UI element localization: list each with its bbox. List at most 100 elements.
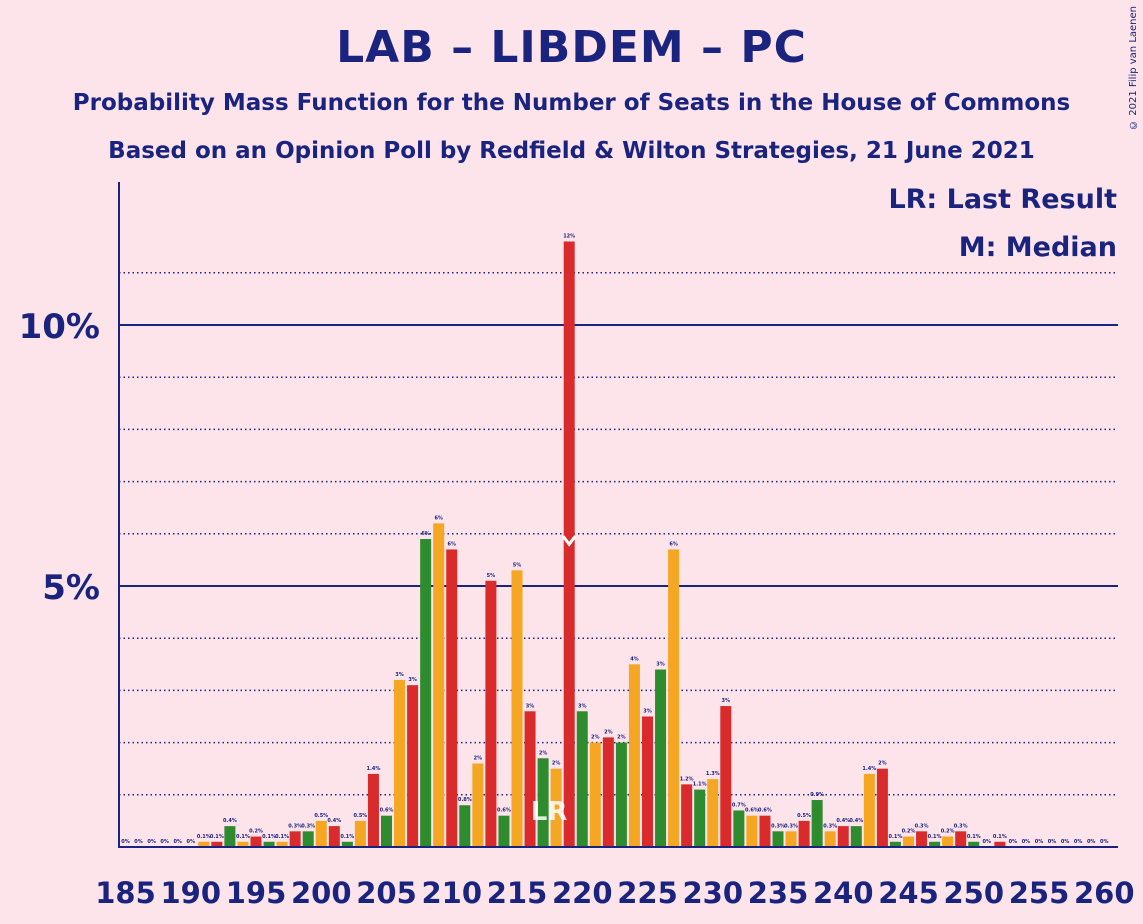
bar-label-211: 0.8% xyxy=(458,797,472,803)
bar-237 xyxy=(798,820,810,847)
bar-label-189: 0% xyxy=(173,839,182,845)
bar-238 xyxy=(811,800,823,847)
bar-228 xyxy=(681,784,693,847)
bar-label-246: 0.3% xyxy=(915,823,929,829)
chart-subtitle: Probability Mass Function for the Number… xyxy=(72,90,1071,116)
bar-242 xyxy=(863,773,875,847)
bar-236 xyxy=(785,831,797,847)
bar-label-260: 0% xyxy=(1100,839,1109,845)
bar-230 xyxy=(707,779,719,847)
bar-249 xyxy=(955,831,967,847)
bar-label-247: 0.1% xyxy=(928,834,942,840)
bar-235 xyxy=(772,831,784,847)
bar-209 xyxy=(433,523,445,847)
bar-label-251: 0% xyxy=(983,839,992,845)
x-tick-label: 205 xyxy=(356,876,417,910)
bar-239 xyxy=(824,831,836,847)
bar-label-254: 0% xyxy=(1022,839,1031,845)
bar-label-213: 5% xyxy=(487,573,496,579)
bar-label-201: 0.4% xyxy=(327,818,341,824)
bar-label-256: 0% xyxy=(1048,839,1057,845)
bar-label-193: 0.4% xyxy=(223,818,237,824)
bar-label-197: 0.1% xyxy=(275,834,289,840)
bar-214 xyxy=(498,815,510,847)
bar-193 xyxy=(224,826,236,847)
bar-label-239: 0.3% xyxy=(823,823,837,829)
bar-label-229: 1.1% xyxy=(693,782,707,788)
bar-label-231: 3% xyxy=(722,698,731,704)
bar-211 xyxy=(459,805,471,847)
bar-label-250: 0.1% xyxy=(967,834,981,840)
bar-label-190: 0% xyxy=(187,839,196,845)
bar-245 xyxy=(903,836,914,847)
bar-label-228: 1.2% xyxy=(680,776,694,782)
bar-192 xyxy=(211,841,223,847)
bar-label-245: 0.2% xyxy=(902,829,916,835)
bar-213 xyxy=(485,580,497,847)
bar-label-259: 0% xyxy=(1087,839,1096,845)
bar-246 xyxy=(916,831,928,847)
bar-200 xyxy=(315,820,327,847)
x-tick-label: 195 xyxy=(226,876,287,910)
legend-median: M: Median xyxy=(958,232,1117,263)
bar-label-222: 2% xyxy=(604,729,613,735)
bar-208 xyxy=(420,539,432,847)
bar-label-223: 2% xyxy=(617,735,626,741)
bar-label-253: 0% xyxy=(1009,839,1018,845)
bar-label-226: 3% xyxy=(656,662,665,668)
x-tick-label: 210 xyxy=(421,876,482,910)
bar-label-244: 0.1% xyxy=(889,834,903,840)
bar-234 xyxy=(759,815,771,847)
bar-label-206: 3% xyxy=(395,672,404,678)
bar-197 xyxy=(276,841,288,847)
bar-label-216: 3% xyxy=(526,703,535,709)
bar-label-220: 3% xyxy=(578,703,587,709)
x-tick-label: 200 xyxy=(291,876,352,910)
bar-216 xyxy=(524,711,536,847)
bar-204 xyxy=(367,773,379,847)
y-tick-label: 10% xyxy=(19,307,100,347)
bar-label-194: 0.1% xyxy=(236,834,250,840)
bar-221 xyxy=(589,742,601,847)
bar-label-214: 0.6% xyxy=(497,808,511,814)
bar-241 xyxy=(850,826,862,847)
x-tick-label: 190 xyxy=(160,876,221,910)
bar-229 xyxy=(694,789,706,847)
bar-label-200: 0.5% xyxy=(314,813,328,819)
bar-195 xyxy=(250,836,262,847)
bar-label-218: 2% xyxy=(552,761,561,767)
bar-label-203: 0.5% xyxy=(353,813,367,819)
bar-198 xyxy=(289,831,301,847)
legend-last-result: LR: Last Result xyxy=(888,184,1117,215)
bar-240 xyxy=(837,826,849,847)
median-marker xyxy=(562,535,577,547)
bar-label-199: 0.3% xyxy=(301,823,315,829)
bar-label-243: 2% xyxy=(878,761,887,767)
bar-label-227: 6% xyxy=(669,541,678,547)
bar-250 xyxy=(968,841,980,847)
bar-210 xyxy=(446,549,458,847)
bar-247 xyxy=(929,841,941,847)
bar-label-188: 0% xyxy=(160,839,169,845)
bar-231 xyxy=(720,706,732,847)
bar-label-192: 0.1% xyxy=(210,834,224,840)
bar-label-248: 0.2% xyxy=(941,829,955,835)
bar-227 xyxy=(668,549,680,847)
x-tick-label: 225 xyxy=(617,876,678,910)
bar-label-255: 0% xyxy=(1035,839,1044,845)
x-tick-label: 260 xyxy=(1074,876,1135,910)
bar-207 xyxy=(407,685,419,847)
bar-label-202: 0.1% xyxy=(340,834,354,840)
bar-label-217: 2% xyxy=(539,750,548,756)
bar-223 xyxy=(615,742,627,847)
bar-199 xyxy=(302,831,314,847)
copyright: © 2021 Filip van Laenen xyxy=(1128,6,1139,130)
x-tick-label: 245 xyxy=(878,876,939,910)
bar-218 xyxy=(550,768,562,847)
bar-label-208: 6% xyxy=(421,531,430,537)
bar-label-236: 0.3% xyxy=(784,823,798,829)
bar-203 xyxy=(354,820,366,847)
bar-217 xyxy=(537,758,549,847)
bar-252 xyxy=(994,841,1006,847)
bar-191 xyxy=(198,841,210,847)
